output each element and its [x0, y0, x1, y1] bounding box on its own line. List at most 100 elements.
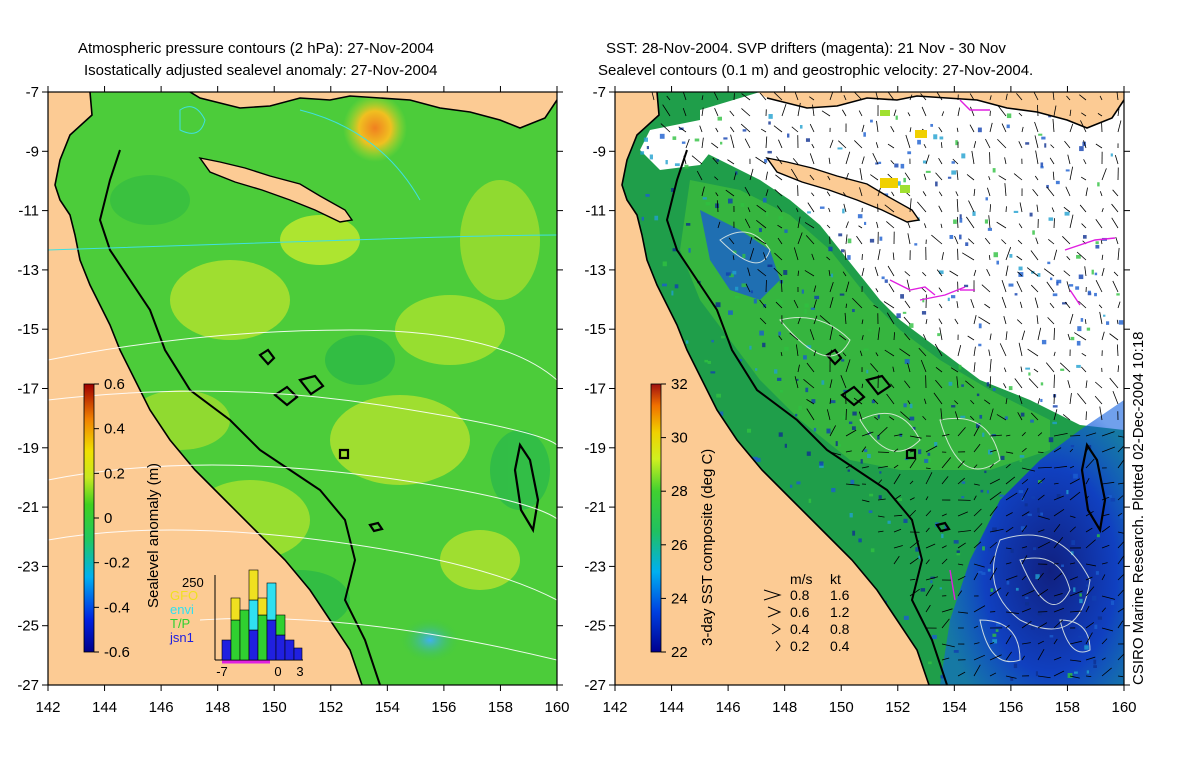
velocity-arrow	[861, 499, 870, 503]
velocity-arrow	[989, 358, 992, 373]
velocity-arrow	[1081, 366, 1087, 373]
sst-speckle-dot	[1024, 503, 1028, 507]
velocity-arrow	[886, 312, 895, 325]
velocity-arrow	[1069, 491, 1081, 501]
sst-speckle-dot	[985, 197, 988, 201]
sst-speckle-dot	[813, 427, 817, 432]
sst-speckle-dot	[1053, 597, 1057, 603]
sst-speckle-dot	[1048, 437, 1054, 443]
velocity-arrow	[699, 125, 703, 133]
velocity-arrow	[1046, 186, 1055, 197]
velocity-arrow	[1067, 154, 1071, 165]
sst-speckle-dot	[990, 588, 994, 592]
sst-speckle-dot	[801, 289, 804, 294]
velocity-arrow	[765, 171, 768, 181]
sst-speckle-dot	[841, 249, 845, 253]
sst-speckle-dot	[750, 290, 753, 294]
velocity-arrow	[773, 267, 783, 277]
velocity-arrow	[922, 415, 927, 421]
velocity-arrow	[909, 458, 917, 469]
sst-speckle-dot	[778, 216, 784, 220]
velocity-arrow	[1050, 144, 1055, 149]
sst-speckle-dot	[867, 453, 871, 459]
cloud-patch-west	[640, 120, 720, 170]
velocity-arrow	[1085, 576, 1093, 581]
sst-speckle-dot	[755, 368, 758, 371]
sst-speckle-dot	[951, 170, 957, 175]
velocity-arrow	[952, 158, 959, 165]
velocity-arrow	[1052, 92, 1055, 101]
velocity-key-ms: 0.8	[790, 587, 810, 603]
velocity-arrow	[987, 187, 991, 197]
velocity-arrow	[1117, 459, 1124, 469]
velocity-arrow	[893, 464, 899, 469]
velocity-arrow	[925, 510, 932, 517]
sst-speckle-dot	[1055, 180, 1060, 185]
sst-speckle-dot	[986, 490, 989, 494]
sst-speckle-dot	[877, 414, 880, 419]
velocity-arrow	[744, 186, 751, 197]
sst-speckle-dot	[992, 633, 997, 637]
sst-speckle-dot	[1071, 551, 1074, 556]
velocity-arrow	[1062, 236, 1071, 245]
velocity-arrow	[1037, 478, 1046, 485]
velocity-arrow	[1078, 300, 1087, 309]
sst-speckle-dot	[1006, 113, 1012, 119]
velocity-arrow	[805, 235, 815, 245]
sst-speckle-dot	[831, 487, 836, 493]
sst-speckle-dot	[784, 443, 787, 448]
velocity-arrow	[1117, 589, 1124, 597]
velocity-arrow	[1053, 536, 1064, 549]
velocity-arrow	[747, 207, 751, 213]
colorbar-tick-label: 0.4	[104, 421, 125, 438]
velocity-arrow	[711, 142, 719, 149]
sst-speckle-dot	[646, 146, 649, 150]
velocity-arrow	[935, 366, 943, 373]
velocity-arrow	[1081, 223, 1087, 229]
velocity-arrow	[1069, 640, 1083, 645]
velocity-arrow	[989, 122, 993, 133]
velocity-arrow	[907, 362, 911, 373]
sst-speckle-dot	[878, 495, 882, 499]
velocity-arrow	[745, 283, 751, 293]
colorbar-tick-label: 30	[671, 430, 688, 447]
australia-land-right	[615, 92, 929, 685]
velocity-arrow	[989, 463, 994, 469]
velocity-arrow	[1003, 367, 1007, 373]
colorbar-tick-label: 0	[104, 510, 112, 527]
velocity-arrow	[1020, 366, 1023, 373]
sst-speckle-dot	[956, 552, 961, 556]
velocity-arrow	[989, 491, 1002, 501]
velocity-arrow	[989, 408, 994, 421]
velocity-arrow	[858, 411, 863, 421]
velocity-arrow	[1053, 327, 1055, 341]
velocity-arrow	[1034, 175, 1039, 181]
velocity-arrow	[861, 124, 865, 133]
velocity-arrow	[989, 204, 992, 213]
velocity-arrow	[827, 175, 831, 181]
sst-speckle-dot	[645, 193, 650, 197]
sst-speckle-dot	[925, 170, 931, 173]
velocity-arrow	[765, 189, 769, 197]
velocity-arrow	[941, 643, 955, 648]
velocity-arrow	[969, 124, 975, 133]
sst-speckle-dot	[1048, 217, 1054, 221]
sst-speckle-dot	[702, 197, 707, 200]
velocity-arrow	[809, 329, 815, 341]
sst-speckle-dot	[953, 219, 957, 224]
velocity-arrow	[1101, 481, 1115, 485]
velocity-arrow	[838, 140, 847, 149]
velocity-arrow	[773, 92, 783, 101]
velocity-arrow	[1016, 255, 1023, 261]
sst-speckle-dot	[902, 311, 907, 314]
velocity-arrow	[1005, 624, 1010, 629]
sst-speckle-dot	[1095, 571, 1099, 575]
sst-speckle-dot	[1087, 290, 1091, 294]
velocity-arrow	[861, 156, 865, 165]
velocity-arrow	[804, 222, 815, 229]
velocity-arrow	[985, 138, 991, 149]
velocity-arrow	[1101, 513, 1110, 517]
velocity-arrow	[925, 319, 928, 325]
velocity-arrow	[1081, 112, 1087, 117]
sst-speckle-dot	[877, 435, 880, 440]
